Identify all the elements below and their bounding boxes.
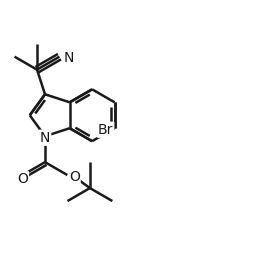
Text: O: O	[69, 170, 80, 184]
Text: Br: Br	[98, 123, 113, 137]
Text: N: N	[63, 51, 74, 65]
Text: N: N	[40, 131, 50, 145]
Text: O: O	[17, 172, 28, 186]
